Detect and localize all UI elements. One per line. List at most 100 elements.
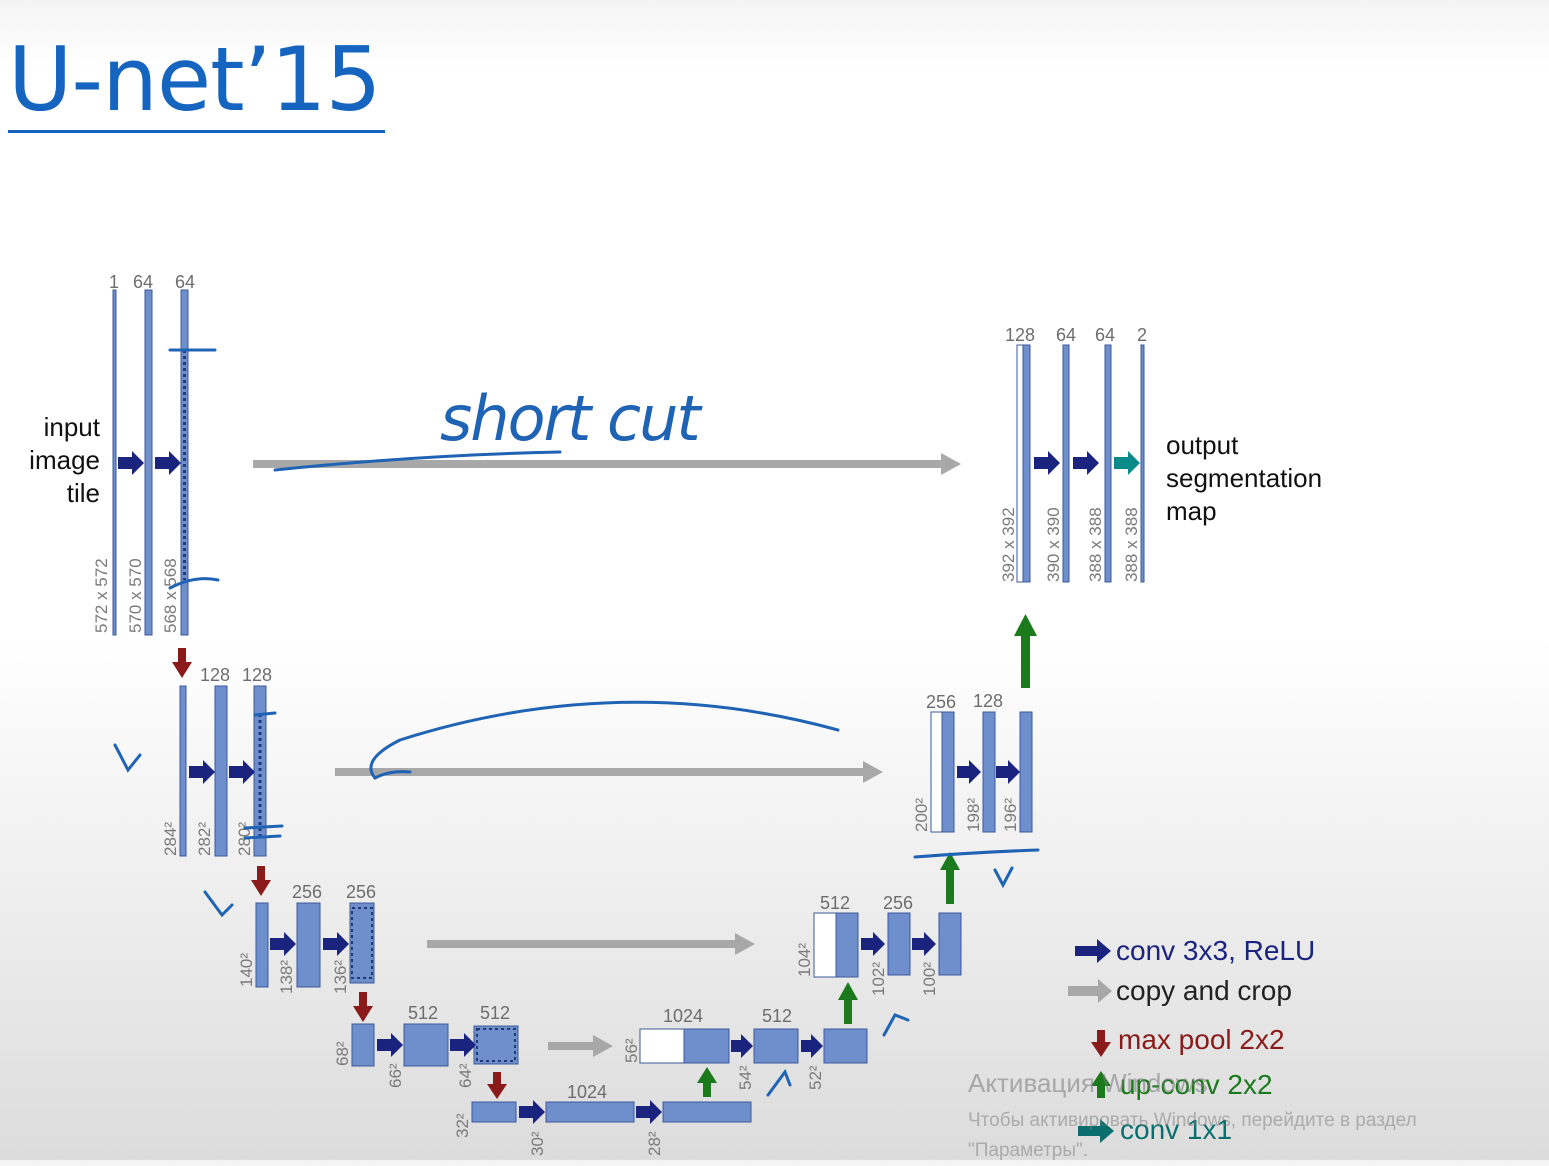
channel-label: 64: [1095, 325, 1115, 345]
feature-map: [823, 1028, 868, 1064]
feature-map: [941, 711, 955, 833]
channel-label: 128: [242, 665, 272, 685]
feature-map-cropped: [349, 902, 375, 984]
size-label: 282²: [195, 822, 214, 856]
up-conv-arrow-icon: [697, 1067, 717, 1097]
shortcut-annotation: short cut: [440, 382, 703, 455]
legend-label: conv 3x3, ReLU: [1116, 935, 1315, 966]
legend-label: max pool 2x2: [1118, 1024, 1285, 1055]
feature-map: [982, 711, 996, 833]
input-label-line: tile: [67, 478, 100, 508]
copy-crop-arrow-icon: [335, 761, 883, 783]
conv-arrow-icon: [229, 760, 255, 784]
encoder-level-2: 128 128 284² 282² 280²: [161, 665, 272, 857]
size-label: 66²: [386, 1063, 405, 1088]
feature-map: [112, 289, 117, 636]
channel-label: 64: [1056, 325, 1076, 345]
feature-map: [1062, 344, 1070, 583]
feature-map: [683, 1028, 730, 1064]
size-label: 102²: [869, 962, 888, 996]
size-label: 104²: [795, 943, 814, 977]
encoder-level-3: 256 256 140² 138² 136²: [237, 882, 376, 994]
legend-conv1x1-icon: [1078, 1119, 1114, 1143]
feature-map-cropped: [473, 1025, 519, 1065]
max-pool-arrow-icon: [172, 648, 192, 678]
slide-title: U-net’15: [8, 30, 385, 133]
feature-map: [255, 902, 269, 988]
channel-label: 512: [408, 1003, 438, 1023]
size-label: 30²: [528, 1131, 547, 1156]
size-label: 392 x 392: [999, 507, 1018, 582]
size-label: 56²: [622, 1038, 641, 1063]
feature-map: [1104, 344, 1112, 583]
feature-map: [835, 912, 859, 978]
feature-map: [753, 1028, 799, 1064]
legend: conv 3x3, ReLU copy and crop max pool 2x…: [1068, 935, 1315, 1145]
conv-arrow-icon: [118, 451, 144, 475]
up-conv-arrow-icon: [838, 982, 858, 1024]
decoder-level-4: 1024 512 56² 54² 52²: [622, 1006, 868, 1090]
size-label: 138²: [277, 960, 296, 994]
channel-label: 256: [346, 882, 376, 902]
legend-maxpool-icon: [1091, 1030, 1111, 1057]
output-label-line: map: [1166, 496, 1217, 526]
size-label: 64²: [456, 1063, 475, 1088]
feature-map: [938, 912, 962, 976]
feature-map: [471, 1101, 517, 1123]
copy-crop-arrow-icon: [427, 933, 755, 955]
legend-copy-icon: [1068, 979, 1112, 1003]
legend-label: up-conv 2x2: [1120, 1069, 1273, 1100]
channel-label: 256: [292, 882, 322, 902]
size-label: 32²: [453, 1113, 472, 1138]
conv-arrow-icon: [731, 1034, 753, 1058]
conv-arrow-icon: [957, 760, 981, 784]
legend-label: conv 1x1: [1120, 1114, 1232, 1145]
max-pool-arrow-icon: [487, 1072, 507, 1099]
channel-label: 128: [973, 691, 1003, 711]
max-pool-arrow-icon: [353, 992, 373, 1022]
conv-arrow-icon: [450, 1033, 476, 1057]
output-label-line: segmentation: [1166, 463, 1322, 493]
up-conv-arrow-icon: [1014, 614, 1037, 688]
conv-arrow-icon: [996, 760, 1020, 784]
conv-1x1-arrow-icon: [1114, 451, 1140, 475]
size-label: 568 x 568: [161, 558, 180, 633]
conv-arrow-icon: [861, 932, 885, 956]
feature-map: [179, 685, 187, 857]
feature-map: [403, 1023, 449, 1067]
channel-label: 256: [926, 692, 956, 712]
conv-arrow-icon: [323, 932, 349, 956]
feature-map: [296, 902, 321, 988]
decoder-level-2: 256 128 200² 198² 196²: [912, 691, 1033, 833]
channel-label: 64: [133, 272, 153, 292]
feature-map: [214, 685, 228, 857]
bottleneck: 1024 32² 30² 28²: [453, 1082, 752, 1156]
up-conv-arrow-icon: [940, 852, 960, 904]
conv-arrow-icon: [801, 1034, 823, 1058]
decoder-level-1: 128 64 64 2 392 x 392 390 x 390 388 x 38…: [999, 325, 1322, 583]
encoder-level-4: 512 512 68² 66² 64²: [333, 1003, 519, 1088]
channel-label: 256: [883, 893, 913, 913]
size-label: 284²: [161, 822, 180, 856]
size-label: 68²: [333, 1041, 352, 1066]
conv-arrow-icon: [519, 1100, 545, 1124]
channel-label: 1024: [567, 1082, 607, 1102]
input-label-line: input: [44, 412, 101, 442]
size-label: 572 x 572: [92, 558, 111, 633]
copy-crop-arrow-icon: [253, 453, 961, 475]
feature-map-copied: [930, 711, 943, 833]
feature-map-copied: [813, 912, 837, 978]
feature-map-copied: [639, 1028, 685, 1064]
size-label: 388 x 388: [1122, 507, 1141, 582]
size-label: 140²: [237, 953, 256, 987]
decoder-level-3: 512 256 104² 102² 100²: [795, 893, 962, 996]
size-label: 54²: [736, 1065, 755, 1090]
conv-arrow-icon: [155, 451, 181, 475]
conv-arrow-icon: [377, 1033, 403, 1057]
conv-arrow-icon: [636, 1100, 662, 1124]
activation-watermark-body: Чтобы активировать Windows, перейдите в …: [968, 1110, 1417, 1161]
feature-map: [887, 912, 911, 976]
size-label: 200²: [912, 798, 931, 832]
size-label: 570 x 570: [126, 558, 145, 633]
